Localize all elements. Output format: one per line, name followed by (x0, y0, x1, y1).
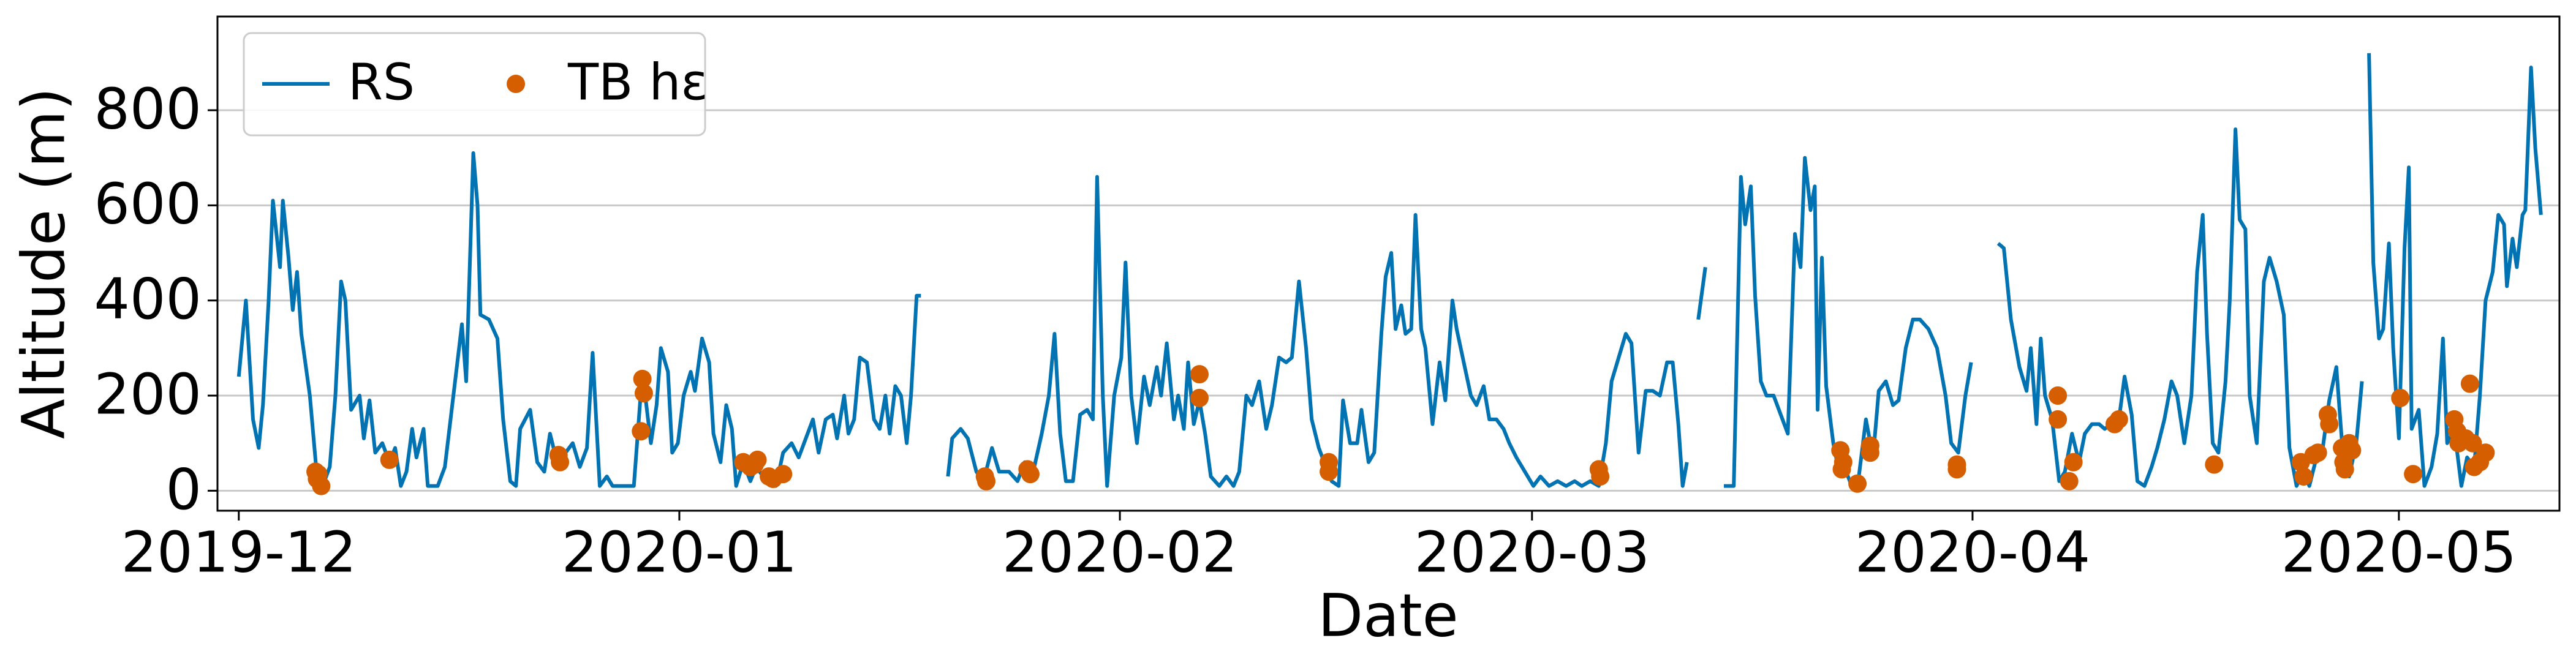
tb-point (1190, 388, 1209, 407)
tb-point (1190, 365, 1209, 384)
y-axis-label: Altitude (m) (9, 88, 78, 439)
tb-point (774, 465, 793, 484)
y-tick-label: 400 (94, 266, 202, 332)
legend-label: TB hε (567, 53, 708, 111)
tb-point (633, 369, 652, 388)
legend-frame (243, 32, 706, 137)
legend: RS TB hε (243, 32, 708, 137)
y-tick-label: 600 (94, 171, 202, 237)
tb-point (2404, 465, 2423, 484)
tb-point (2060, 472, 2079, 491)
x-axis-label: Date (1318, 581, 1458, 650)
tb-point (2308, 443, 2327, 462)
tb-point (1021, 465, 1040, 484)
x-tick-label: 2020-03 (1415, 519, 1650, 585)
tb-point (2335, 460, 2354, 479)
tb-point (2294, 467, 2313, 486)
tb-point (2343, 441, 2362, 460)
tb-point (2109, 410, 2128, 429)
y-tick-label: 800 (94, 76, 202, 141)
tb-point (2049, 410, 2068, 429)
tb-point (2463, 434, 2482, 453)
tb-point (2391, 388, 2410, 407)
x-tick-label: 2020-01 (562, 519, 797, 585)
tb-point (2205, 455, 2224, 474)
tb-point (551, 453, 570, 472)
tb-point (1848, 474, 1867, 493)
tb-point (745, 455, 764, 474)
tb-point (1832, 460, 1851, 479)
tb-point (1591, 467, 1610, 486)
tb-point (2460, 374, 2479, 393)
tb-point (380, 450, 399, 469)
y-tick-label: 0 (165, 457, 202, 522)
tb-point (632, 422, 651, 441)
tb-point (1860, 436, 1879, 455)
tb-point (977, 472, 996, 491)
tb-point (2320, 415, 2339, 434)
x-tick-label: 2019-12 (121, 519, 357, 585)
tb-point (2064, 453, 2083, 472)
x-tick-label: 2020-05 (2281, 519, 2517, 585)
tb-point (634, 384, 653, 403)
legend-swatch (507, 75, 526, 93)
x-tick-label: 2020-04 (1855, 519, 2090, 585)
tb-point (1320, 462, 1339, 481)
tb-point (309, 465, 328, 484)
tb-point (2476, 443, 2495, 462)
plot-frame (216, 15, 2561, 512)
legend-label: RS (348, 53, 415, 111)
tb-point (1947, 460, 1966, 479)
x-tick-label: 2020-02 (1002, 519, 1237, 585)
tb-point (2049, 386, 2068, 405)
y-tick-label: 200 (94, 361, 202, 427)
